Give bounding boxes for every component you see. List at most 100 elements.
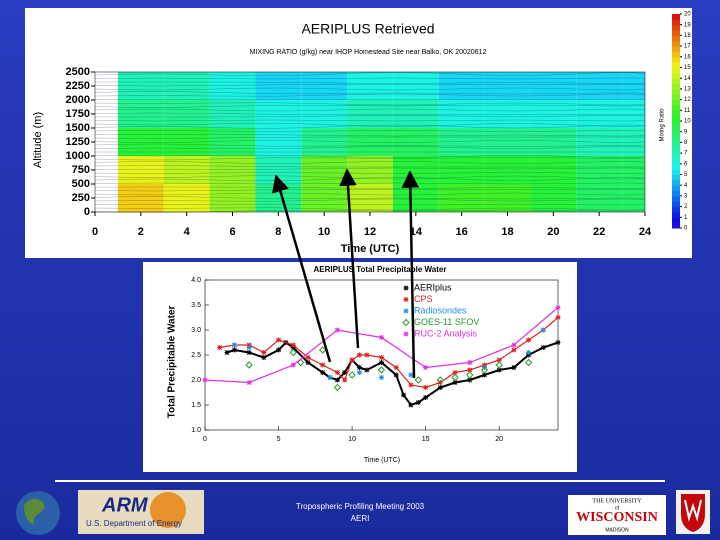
data-point [231,347,237,353]
y-tick-label: 1.0 [191,427,201,434]
data-point [408,382,414,388]
colorbar-segment [672,56,680,63]
data-point [379,355,384,360]
colorbar-segment [672,110,680,117]
contour-cell [622,72,645,100]
uw-city: MADISON [605,527,629,533]
contour-cell [484,156,531,184]
contour-cell [576,72,623,100]
data-point [342,377,348,383]
legend-symbol [403,308,409,314]
colorbar-segment [672,174,680,181]
colorbar-segment [672,104,680,111]
data-point [342,370,348,375]
data-point [414,376,422,384]
colorbar-tick-label: 5 [684,172,688,178]
contour-cell [576,156,623,184]
data-point [423,395,429,400]
contour-cell [209,156,256,184]
data-point [466,371,474,379]
data-point [401,392,407,398]
contour-line [94,177,646,181]
colorbar-tick-label: 0 [684,226,688,232]
data-point [356,370,362,375]
colorbar-segment [672,62,680,68]
data-point [379,335,384,340]
contour-line [94,119,646,122]
y-tick-label: 2500 [66,66,90,78]
contour-line [94,189,645,192]
contour-line [94,87,646,91]
data-point [379,360,384,365]
data-point [276,337,282,343]
data-point [333,383,342,392]
colorbar-segment [672,115,680,122]
data-point [540,345,546,350]
data-point [540,327,546,333]
data-point [305,355,311,360]
contour-cell [347,156,393,184]
colorbar-tick-label: 20 [684,12,691,18]
colorbar-tick-label: 15 [684,65,691,71]
contour-line [94,112,645,115]
colorbar-tick-label: 17 [684,44,691,50]
contour-line [94,102,646,106]
footer-line: AERI [351,514,370,523]
contour-line [94,146,646,150]
y-tick-label: 3.5 [191,302,201,309]
contour-cell [301,100,348,128]
data-point [224,350,230,355]
y-tick-label: 1.5 [191,402,201,409]
arrow [339,168,360,349]
chart-title: AERIPLUS Total Precipitable Water [314,265,447,274]
data-point [246,350,252,355]
colorbar-segment [672,35,680,42]
legend-symbol [403,297,409,302]
data-point [495,361,503,369]
colorbar-segment [672,19,680,26]
y-axis-label: Altitude (m) [32,112,44,168]
data-point [555,340,561,345]
data-point [231,342,237,348]
x-tick-label: 10 [348,436,356,443]
x-tick-label: 4 [184,226,191,238]
contour-cell [438,184,485,212]
legend-label: RUC-2 Analysis [414,328,478,338]
colorbar-segment [672,147,680,154]
data-point [320,362,326,368]
colorbar-segment [672,153,680,159]
arm-name: ARM [101,494,149,516]
data-point [408,402,414,408]
contour-line [94,140,646,143]
y-tick-label: 1250 [66,136,90,148]
data-point [437,385,443,390]
contour-cell [530,184,577,212]
x-tick-label: 0 [203,436,207,443]
colorbar-segment [672,169,680,175]
contour-line [94,198,646,202]
contour-cell [209,128,256,156]
colorbar-tick-label: 7 [684,151,688,157]
contour-cell [117,128,164,156]
data-point [480,366,489,374]
contour-line [94,165,645,168]
colorbar-segment [672,206,680,213]
data-point [356,352,362,358]
colorbar-tick-label: 11 [684,108,691,114]
contour-cell [484,128,531,156]
contour-cell [392,100,439,128]
y-tick-label: 1750 [66,108,90,120]
arrow [271,174,332,363]
legend-label: AERIplus [414,282,452,292]
contour-cell [301,128,348,156]
colorbar-segment [672,72,680,79]
colorbar-segment [672,158,680,165]
x-tick-label: 0 [92,226,98,238]
data-point [452,370,458,375]
colorbar-segment [672,78,680,85]
colorbar-segment [672,195,680,202]
y-tick-label: 1000 [66,150,90,162]
colorbar-tick-label: 14 [684,76,691,82]
data-point [377,366,386,374]
y-tick-label: 2250 [66,80,90,92]
